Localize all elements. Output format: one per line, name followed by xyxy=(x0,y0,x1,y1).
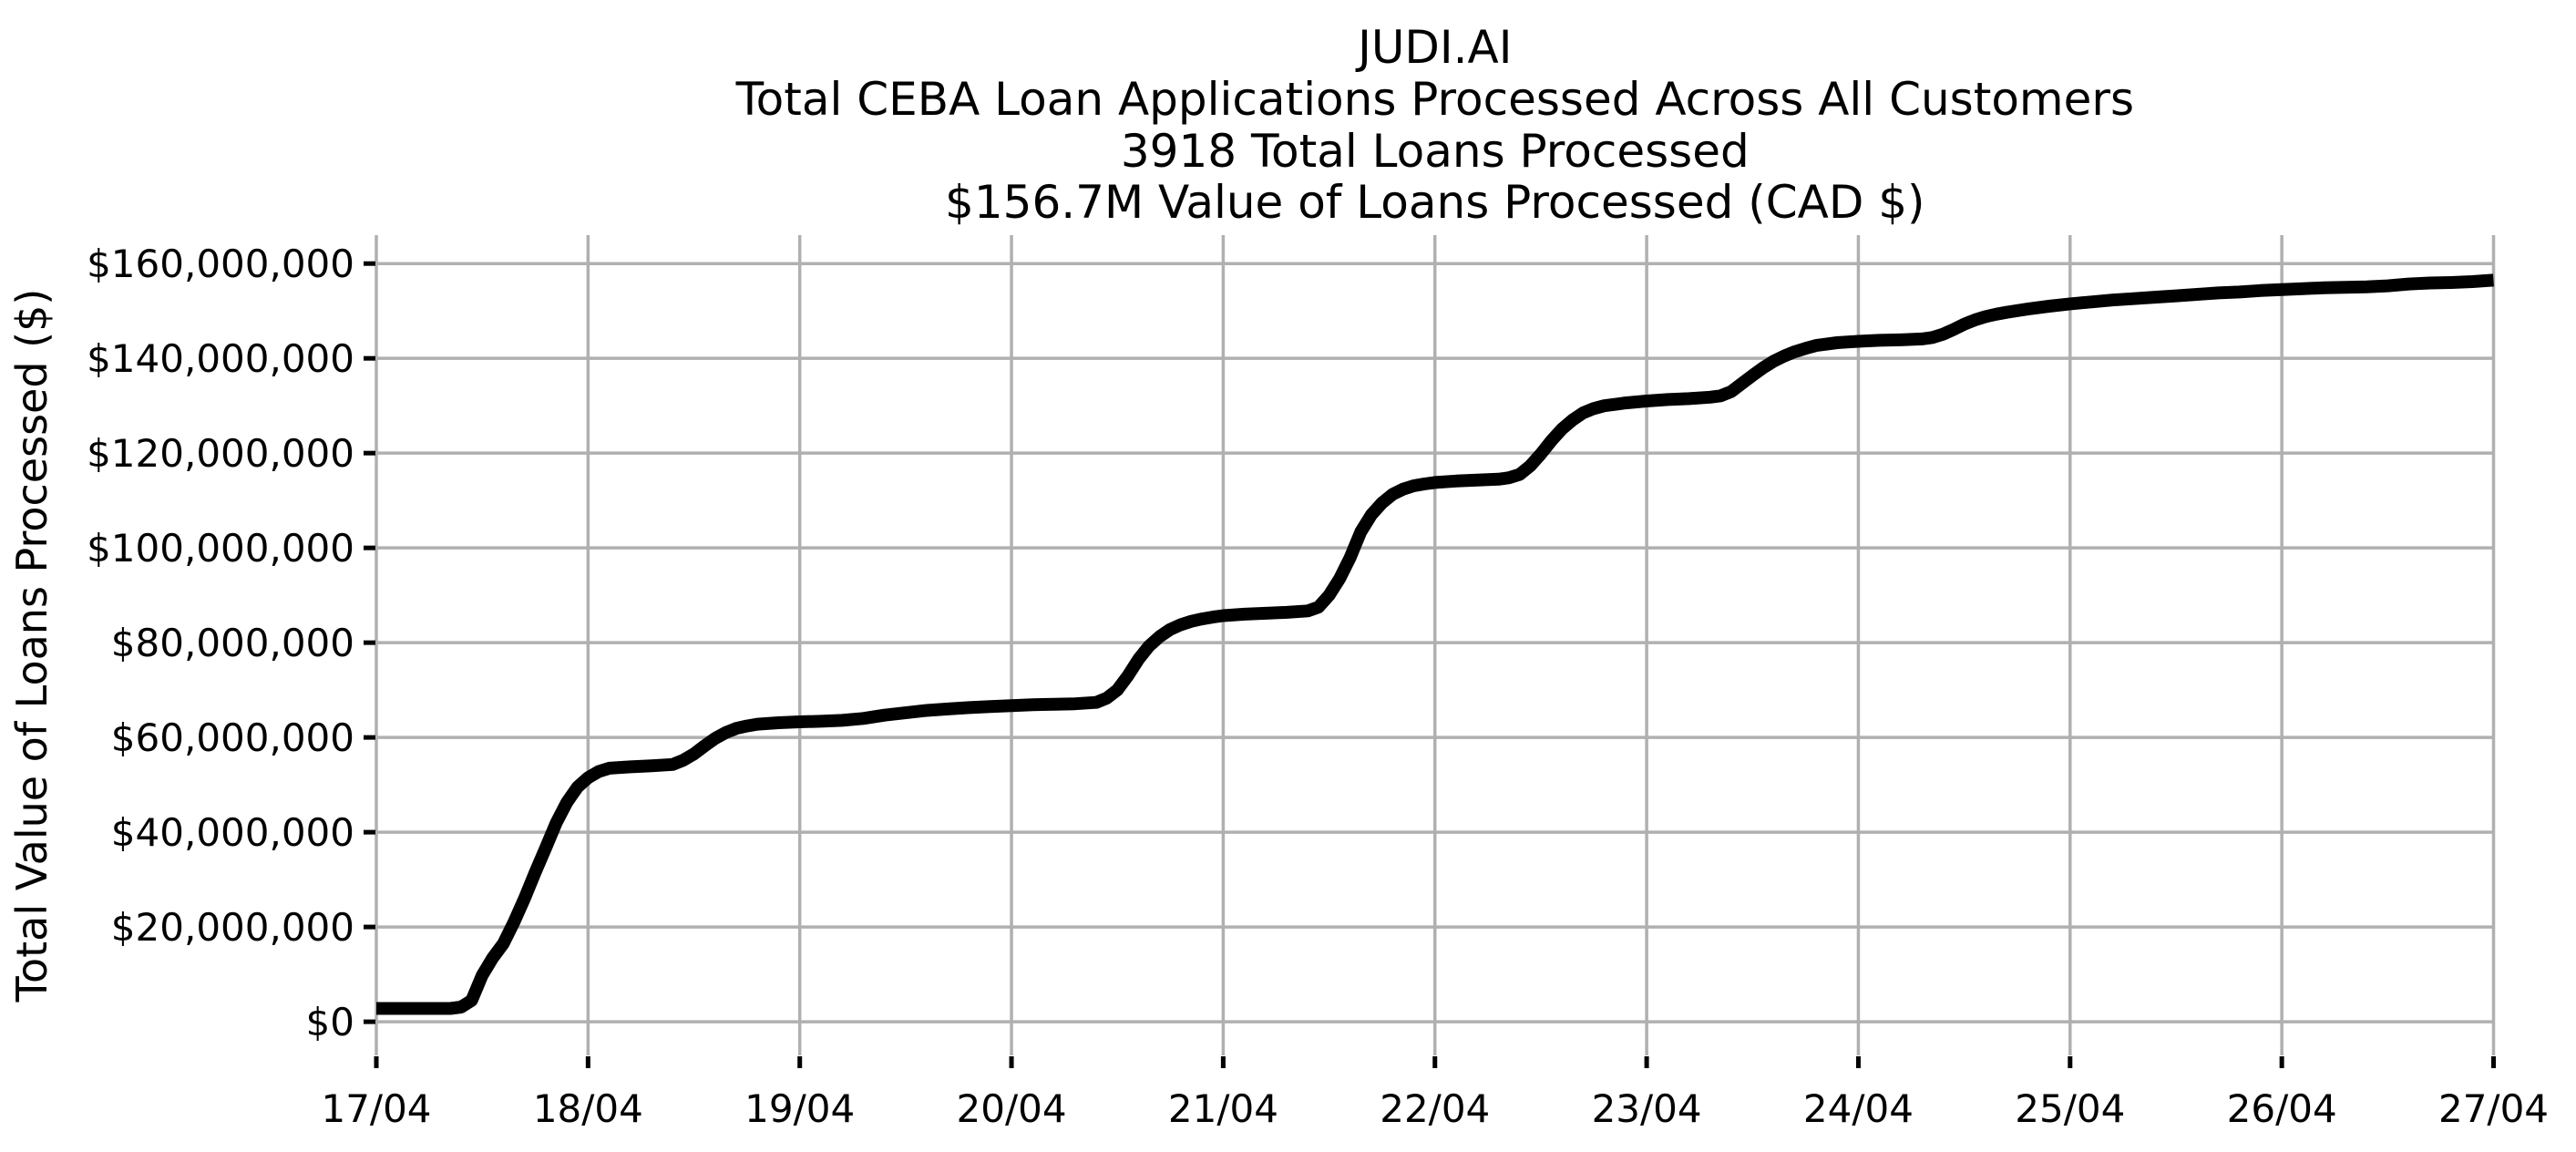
x-tick-label: 21/04 xyxy=(1168,1086,1278,1131)
y-tick-label: $0 xyxy=(306,1000,354,1044)
y-tick-label: $40,000,000 xyxy=(111,810,354,855)
y-tick-label: $60,000,000 xyxy=(111,715,354,760)
y-tick-label: $20,000,000 xyxy=(111,905,354,950)
x-tick-label: 24/04 xyxy=(1803,1086,1914,1131)
y-tick-label: $160,000,000 xyxy=(87,242,354,286)
x-tick-label: 27/04 xyxy=(2438,1086,2549,1131)
chart-title: JUDI.AI Total CEBA Loan Applications Pro… xyxy=(735,21,2134,229)
x-tick-label: 20/04 xyxy=(957,1086,1067,1131)
y-tick-labels: $0 $20,000,000 $40,000,000 $60,000,000 $80,0… xyxy=(87,242,354,1044)
title-line-2: Total CEBA Loan Applications Processed A… xyxy=(735,73,2134,126)
y-tick-label: $120,000,000 xyxy=(87,431,354,476)
x-tick-label: 17/04 xyxy=(321,1086,431,1131)
axis-ticks xyxy=(364,261,2496,1068)
x-tick-label: 22/04 xyxy=(1380,1086,1490,1131)
data-line xyxy=(376,273,2494,1015)
gridlines xyxy=(375,235,2496,1055)
y-axis-label: Total Value of Loans Processed ($) xyxy=(7,289,56,1003)
x-tick-label: 23/04 xyxy=(1592,1086,1702,1131)
x-tick-label: 19/04 xyxy=(744,1086,855,1131)
y-tick-label: $80,000,000 xyxy=(111,621,354,665)
y-tick-label: $140,000,000 xyxy=(87,336,354,381)
y-tick-label: $100,000,000 xyxy=(87,526,354,571)
title-line-1: JUDI.AI xyxy=(1355,21,1512,74)
x-tick-label: 26/04 xyxy=(2227,1086,2337,1131)
x-tick-label: 25/04 xyxy=(2015,1086,2125,1131)
x-tick-labels: 17/04 18/04 19/04 20/04 21/04 22/04 23/04 24/04… xyxy=(321,1086,2549,1131)
title-line-4: $156.7M Value of Loans Processed (CAD $) xyxy=(945,176,1925,229)
x-tick-label: 18/04 xyxy=(533,1086,643,1131)
title-line-3: 3918 Total Loans Processed xyxy=(1121,125,1750,178)
